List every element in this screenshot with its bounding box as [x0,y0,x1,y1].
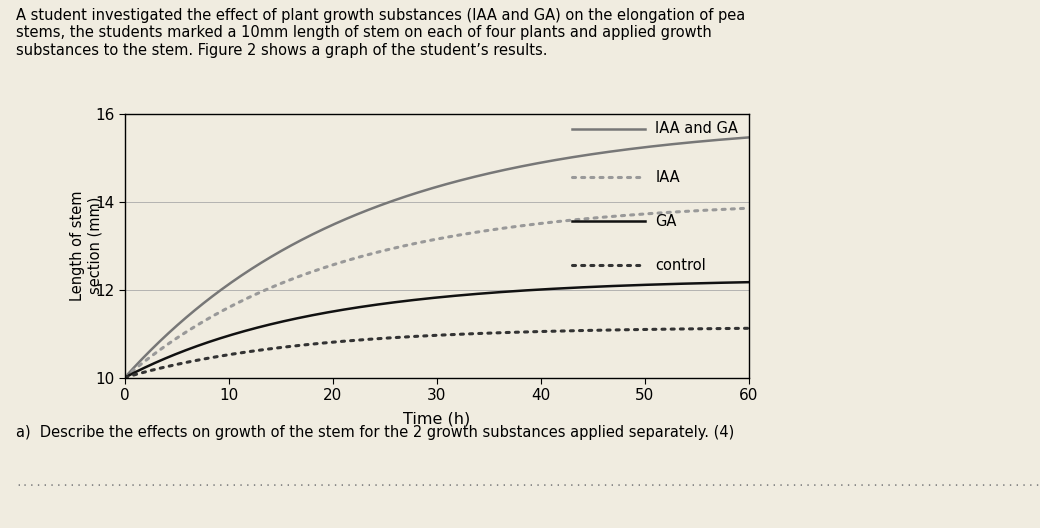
Text: A student investigated the effect of plant growth substances (IAA and GA) on the: A student investigated the effect of pla… [16,8,745,58]
X-axis label: Time (h): Time (h) [404,411,470,426]
Text: control: control [655,258,706,273]
Text: IAA and GA: IAA and GA [655,121,738,136]
Text: IAA: IAA [655,170,680,185]
Text: a)  Describe the effects on growth of the stem for the 2 growth substances appli: a) Describe the effects on growth of the… [16,425,734,440]
Text: GA: GA [655,214,677,229]
Text: ................................................................................: ........................................… [16,478,1040,488]
Y-axis label: Length of stem
section (mm): Length of stem section (mm) [71,190,103,301]
